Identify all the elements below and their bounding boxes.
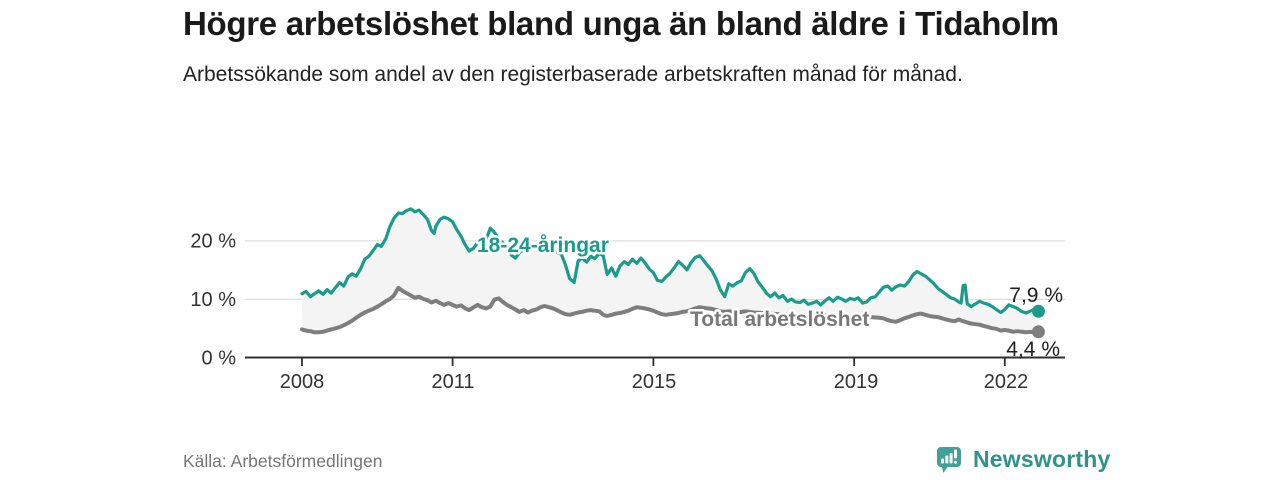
x-tick-label-2019: 2019: [834, 371, 879, 393]
series-youth-end-dot: [1031, 304, 1045, 318]
x-tick-label-2015: 2015: [632, 371, 677, 393]
x-tick-label-2008: 2008: [280, 371, 325, 393]
y-axis-labels: 20 % 10 % 0 %: [190, 231, 236, 370]
x-axis: [245, 356, 1065, 366]
y-tick-label-10: 10 %: [190, 289, 236, 311]
end-value-labels: 7,9 % 4,4 %: [1006, 284, 1063, 361]
x-axis-ticks: [301, 357, 1006, 366]
series-youth-line-group: [300, 207, 1045, 318]
series-total-end-dot: [1031, 325, 1045, 339]
series-label-total: Total arbetslöshet: [690, 308, 869, 331]
newsworthy-logo[interactable]: Newsworthy: [934, 444, 1110, 475]
chart-header: Högre arbetslöshet bland unga än bland ä…: [183, 2, 1059, 91]
series-total-line: [300, 285, 1041, 335]
x-tick-label-2011: 2011: [431, 371, 474, 393]
page-title: Högre arbetslöshet bland unga än bland ä…: [183, 5, 1059, 42]
series-youth-line: [300, 207, 1041, 315]
series-total-line-group: [300, 285, 1045, 339]
end-value-total: 4,4 %: [1006, 338, 1060, 361]
series-inline-labels: 18-24-åringar Total arbetslöshet: [475, 232, 872, 334]
end-value-youth: 7,9 %: [1009, 284, 1063, 307]
chart-subtitle: Arbetssökande som andel av den registerb…: [183, 62, 963, 86]
x-axis-labels: 2008 2011 2015 2019 2022: [280, 371, 1029, 393]
source-note: Källa: Arbetsförmedlingen: [183, 451, 383, 471]
bar-chart-speech-bubble-icon: [937, 447, 961, 473]
y-tick-label-20: 20 %: [190, 231, 236, 253]
brand-name: Newsworthy: [973, 446, 1111, 472]
x-tick-label-2022: 2022: [984, 371, 1029, 393]
series-label-youth: 18-24-åringar: [477, 234, 609, 257]
y-tick-label-0: 0 %: [202, 348, 237, 370]
